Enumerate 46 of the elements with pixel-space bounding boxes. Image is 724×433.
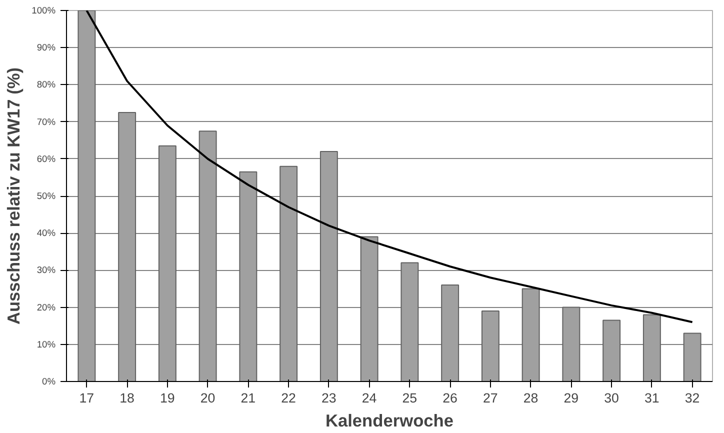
bar — [198, 130, 217, 382]
bar — [642, 314, 661, 382]
x-tick-label: 18 — [120, 390, 134, 406]
bar — [239, 171, 258, 382]
y-tick-label: 70% — [36, 116, 56, 127]
bar — [118, 112, 136, 382]
x-tick-label: 30 — [604, 390, 619, 406]
y-tick-label: 40% — [36, 228, 56, 238]
bar — [400, 262, 419, 382]
bar — [280, 166, 298, 382]
y-tick-label: 20% — [36, 302, 56, 312]
x-tick-label: 20 — [200, 390, 216, 406]
bar — [320, 150, 338, 382]
bar — [481, 310, 500, 382]
bar — [683, 332, 702, 382]
y-tick-label: 90% — [36, 42, 56, 53]
x-tick-label: 17 — [79, 390, 94, 406]
y-tick-label: 80% — [36, 80, 56, 90]
y-tick-label: 100% — [32, 6, 56, 16]
bar — [360, 236, 378, 382]
x-tick-label: 27 — [483, 390, 498, 406]
y-axis-title: Ausschuss relativ zu KW17 (%) — [4, 67, 24, 325]
y-tick-label: 50% — [36, 191, 56, 201]
x-tick-label: 25 — [402, 390, 418, 406]
x-axis-title: Kalenderwoche — [325, 410, 454, 430]
line-series — [86, 10, 694, 324]
y-tick-label: 0% — [42, 376, 56, 386]
y-tick-label: 60% — [36, 154, 56, 164]
x-tick-label: 22 — [281, 390, 296, 406]
bar — [78, 10, 96, 382]
x-tick-label: 24 — [362, 390, 378, 406]
bar — [602, 320, 621, 382]
x-tick-label: 23 — [322, 390, 336, 406]
x-tick-label: 26 — [442, 390, 458, 406]
bar — [441, 284, 460, 382]
x-tick-label: 21 — [240, 390, 256, 406]
y-tick-label: 10% — [36, 339, 56, 350]
x-tick-label: 28 — [523, 390, 538, 406]
bar — [522, 288, 540, 382]
x-tick-label: 19 — [160, 390, 175, 406]
bar — [562, 306, 580, 382]
x-tick-label: 29 — [564, 390, 579, 406]
x-tick-label: 32 — [684, 390, 700, 406]
y-tick-label: 30% — [36, 265, 56, 276]
bar — [158, 145, 176, 382]
x-tick-label: 31 — [644, 390, 660, 406]
